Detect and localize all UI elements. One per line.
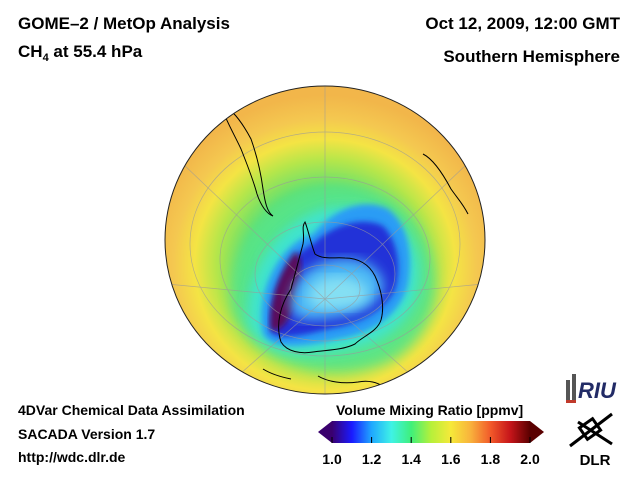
colorbar-title: Volume Mixing Ratio [ppmv] <box>336 402 524 418</box>
colorbar-tick-label: 1.4 <box>401 451 421 467</box>
colorbar <box>318 421 544 443</box>
dlr-logo-text: DLR <box>580 452 611 468</box>
colorbar-band <box>332 421 530 443</box>
colorbar-tick-label: 1.6 <box>441 451 461 467</box>
riu-logo-base <box>566 400 576 403</box>
riu-logo-bar-1 <box>566 380 570 400</box>
species-name: CH <box>18 42 43 61</box>
graticule <box>166 86 484 394</box>
riu-logo-bar-2 <box>572 374 576 400</box>
colorbar-tick-label: 2.0 <box>520 451 540 467</box>
species-subscript: 4 <box>42 52 49 64</box>
dlr-logo-mark <box>569 412 613 448</box>
new-zealand-coastline <box>262 368 292 380</box>
colorbar-tick-marks <box>331 437 531 443</box>
riu-logo-text: RIU <box>578 378 617 403</box>
antarctica-coastline <box>278 221 384 354</box>
colorbar-max-arrow <box>530 421 544 443</box>
australia-coastline <box>317 375 386 389</box>
region-label: Southern Hemisphere <box>443 47 620 66</box>
africa-coastline <box>422 153 469 215</box>
colorbar-svg <box>318 421 544 443</box>
datetime-label: Oct 12, 2009, 12:00 GMT <box>425 14 620 33</box>
colorbar-tick-label: 1.8 <box>480 451 501 467</box>
colorbar-tick-label: 1.2 <box>361 451 382 467</box>
url-label: http://wdc.dlr.de <box>18 449 126 465</box>
colorbar-tick-label: 1.0 <box>322 451 342 467</box>
colorbar-min-arrow <box>318 421 332 443</box>
globe-map <box>163 84 487 396</box>
minimum-region <box>270 252 301 331</box>
riu-logo: RIU <box>562 370 628 404</box>
version-label: SACADA Version 1.7 <box>18 426 156 442</box>
pressure-level: at 55.4 hPa <box>48 42 143 61</box>
dlr-logo: DLR <box>562 412 628 469</box>
figure-title: GOME–2 / MetOp Analysis <box>18 14 230 33</box>
globe-outline <box>164 85 486 395</box>
species-level-label: CH4 at 55.4 hPa <box>18 42 142 64</box>
method-label: 4DVar Chemical Data Assimilation <box>18 402 245 418</box>
south-america-coastline <box>220 103 274 217</box>
globe-svg <box>164 85 486 395</box>
